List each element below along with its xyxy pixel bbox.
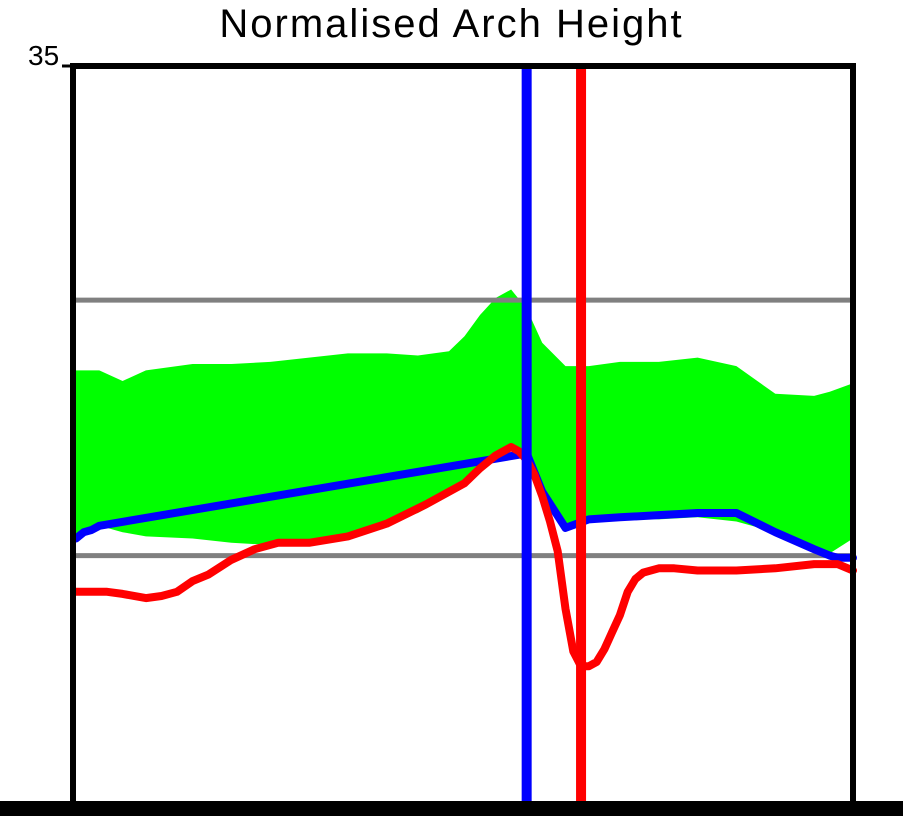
chart-title: Normalised Arch Height bbox=[219, 2, 684, 46]
vertical-markers bbox=[521, 66, 587, 811]
y-tick-label-max: 35 bbox=[28, 40, 60, 71]
bottom-bar bbox=[0, 801, 903, 816]
band-layer bbox=[76, 289, 853, 554]
reference-lines bbox=[76, 297, 853, 559]
series-line-1 bbox=[72, 449, 857, 562]
series-line-2 bbox=[72, 443, 857, 671]
series-layer bbox=[72, 443, 857, 671]
normal-range-band bbox=[76, 289, 853, 554]
